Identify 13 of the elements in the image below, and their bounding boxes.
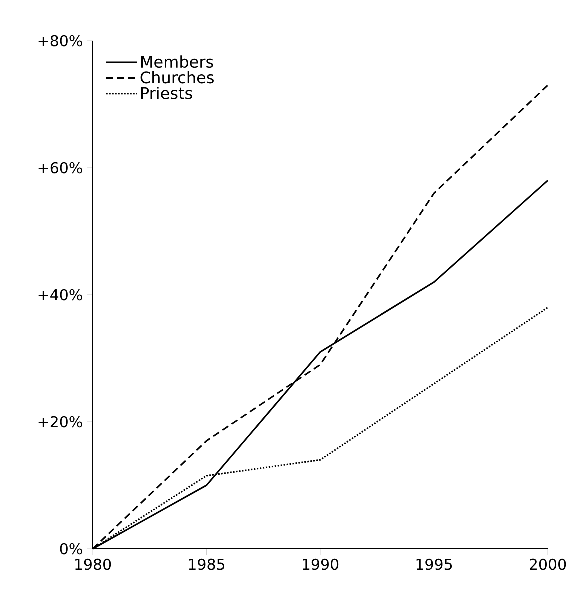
x-tick-label: 1980 — [76, 558, 112, 570]
legend-label: Churches — [140, 71, 214, 84]
y-tick-label: +60% — [38, 162, 82, 174]
x-tick-label: 1995 — [416, 558, 452, 570]
y-tick-label: +80% — [38, 35, 82, 47]
x-tick-label: 2000 — [530, 558, 566, 570]
y-tick-label: +40% — [38, 289, 82, 301]
x-tick-label: 1990 — [303, 558, 339, 570]
y-tick-label: +20% — [38, 416, 82, 428]
legend-label: Members — [142, 56, 214, 68]
y-tick-label: 0% — [60, 543, 82, 555]
x-tick-label: 1985 — [189, 558, 225, 570]
legend-label: Priests — [142, 86, 192, 100]
